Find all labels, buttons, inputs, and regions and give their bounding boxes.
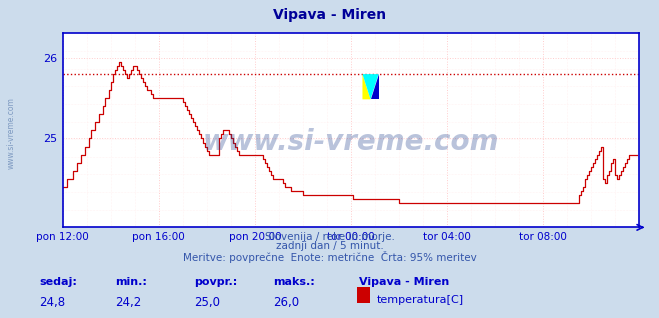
Text: 24,8: 24,8 [40,296,66,309]
Text: Vipava - Miren: Vipava - Miren [359,277,449,287]
Text: Vipava - Miren: Vipava - Miren [273,8,386,22]
Text: min.:: min.: [115,277,147,287]
Text: 25,0: 25,0 [194,296,220,309]
Text: Slovenija / reke in morje.: Slovenija / reke in morje. [264,232,395,241]
Text: zadnji dan / 5 minut.: zadnji dan / 5 minut. [275,241,384,251]
Polygon shape [362,74,370,99]
Text: sedaj:: sedaj: [40,277,77,287]
Text: www.si-vreme.com: www.si-vreme.com [7,98,16,169]
Text: 26,0: 26,0 [273,296,300,309]
Text: povpr.:: povpr.: [194,277,238,287]
Polygon shape [362,74,378,99]
Text: Meritve: povprečne  Enote: metrične  Črta: 95% meritev: Meritve: povprečne Enote: metrične Črta:… [183,251,476,263]
Text: www.si-vreme.com: www.si-vreme.com [203,128,499,156]
Text: maks.:: maks.: [273,277,315,287]
Text: temperatura[C]: temperatura[C] [377,295,464,305]
Polygon shape [370,74,378,99]
Text: 24,2: 24,2 [115,296,142,309]
